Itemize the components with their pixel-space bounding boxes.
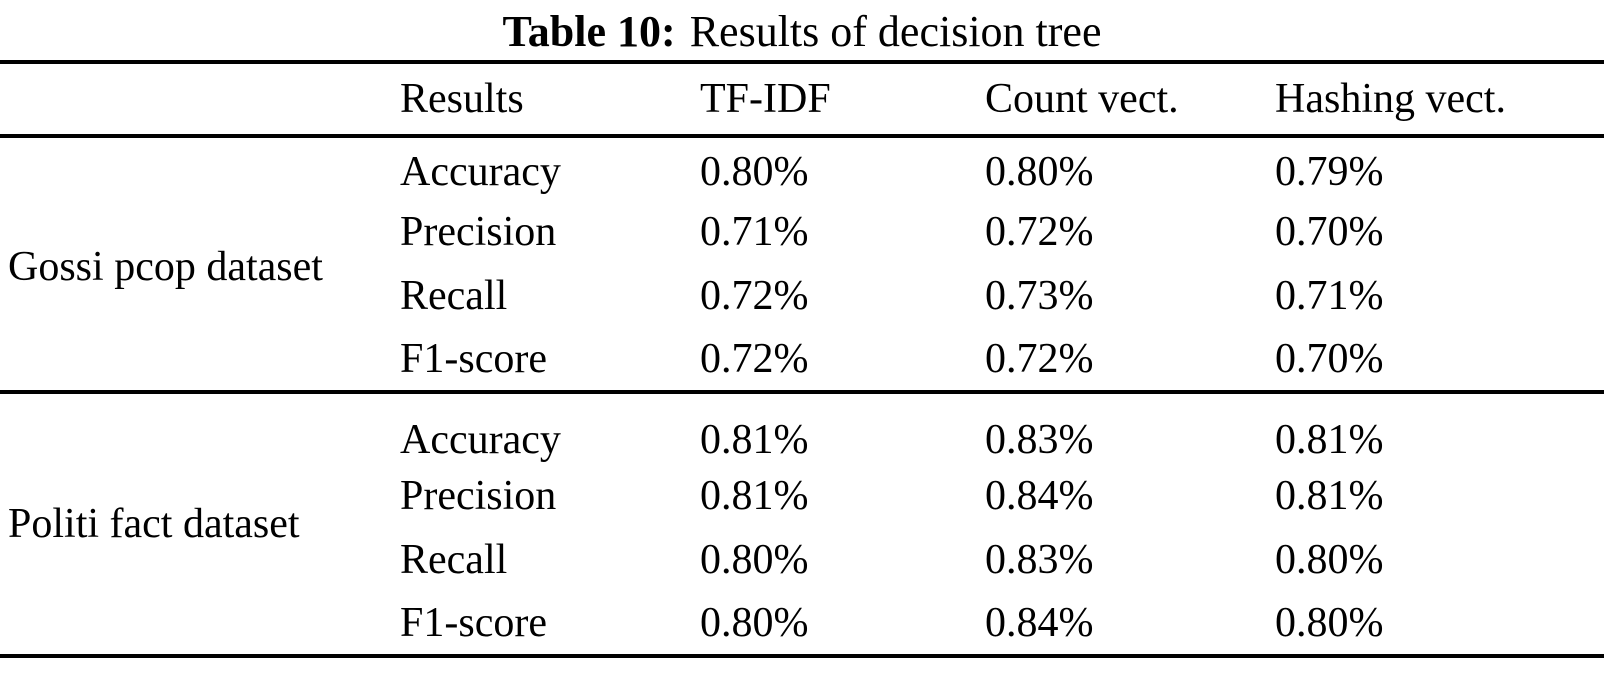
header-row: Results TF-IDF Count vect. Hashing vect. — [0, 62, 1604, 136]
value-cell: 0.80% — [700, 149, 809, 195]
metric-label: Recall — [400, 273, 508, 319]
dataset-label-gossipcop: Gossi pcop dataset — [8, 244, 323, 290]
table-caption: Table 10: Results of decision tree — [0, 0, 1604, 60]
value-cell: 0.79% — [1275, 149, 1384, 195]
value-cell: 0.80% — [1275, 537, 1384, 583]
value-cell: 0.80% — [985, 149, 1094, 195]
table-caption-number: Table 10: — [502, 7, 676, 56]
value-cell: 0.72% — [700, 273, 809, 319]
group-politifact: Politi fact dataset Accuracy 0.81% 0.83%… — [0, 392, 1604, 656]
header-empty-cell — [0, 62, 392, 136]
metric-label: Precision — [400, 209, 557, 255]
value-cell: 0.83% — [985, 537, 1094, 583]
value-cell: 0.83% — [985, 417, 1094, 463]
metric-label: Precision — [400, 473, 557, 519]
group-gossipcop: Gossi pcop dataset Accuracy 0.80% 0.80% … — [0, 136, 1604, 392]
value-cell: 0.72% — [985, 209, 1094, 255]
metric-label: Accuracy — [400, 417, 561, 463]
value-cell: 0.72% — [985, 336, 1094, 382]
table-caption-title: Results of decision tree — [689, 7, 1102, 56]
value-cell: 0.73% — [985, 273, 1094, 319]
metric-label: Accuracy — [400, 149, 561, 195]
value-cell: 0.70% — [1275, 336, 1384, 382]
value-cell: 0.81% — [700, 473, 809, 519]
value-cell: 0.70% — [1275, 209, 1384, 255]
value-cell: 0.71% — [1275, 273, 1384, 319]
table-row: Precision 0.71% 0.72% 0.70% — [0, 200, 1604, 264]
value-cell: 0.84% — [985, 600, 1094, 646]
header-count-vect: Count vect. — [985, 76, 1179, 122]
metric-label: F1-score — [400, 336, 547, 382]
value-cell: 0.72% — [700, 336, 809, 382]
value-cell: 0.71% — [700, 209, 809, 255]
table-row: F1-score 0.80% 0.84% 0.80% — [0, 592, 1604, 656]
value-cell: 0.84% — [985, 473, 1094, 519]
metric-label: Recall — [400, 537, 508, 583]
metric-label: F1-score — [400, 600, 547, 646]
value-cell: 0.80% — [1275, 600, 1384, 646]
header-results: Results — [400, 76, 524, 122]
header-tfidf: TF-IDF — [700, 76, 831, 122]
header-hashing-vect: Hashing vect. — [1275, 76, 1506, 122]
value-cell: 0.80% — [700, 537, 809, 583]
results-table: Results TF-IDF Count vect. Hashing vect.… — [0, 60, 1604, 658]
table-row: F1-score 0.72% 0.72% 0.70% — [0, 328, 1604, 392]
table-row: Gossi pcop dataset Accuracy 0.80% 0.80% … — [0, 136, 1604, 290]
table-row: Politi fact dataset Accuracy 0.81% 0.83%… — [0, 392, 1604, 547]
table-row: Recall 0.80% 0.83% 0.80% — [0, 528, 1604, 592]
dataset-label-politifact: Politi fact dataset — [8, 501, 300, 547]
value-cell: 0.81% — [1275, 417, 1384, 463]
value-cell: 0.80% — [700, 600, 809, 646]
value-cell: 0.81% — [1275, 473, 1384, 519]
value-cell: 0.81% — [700, 417, 809, 463]
table-row: Recall 0.72% 0.73% 0.71% — [0, 264, 1604, 328]
table-row: Precision 0.81% 0.84% 0.81% — [0, 464, 1604, 528]
